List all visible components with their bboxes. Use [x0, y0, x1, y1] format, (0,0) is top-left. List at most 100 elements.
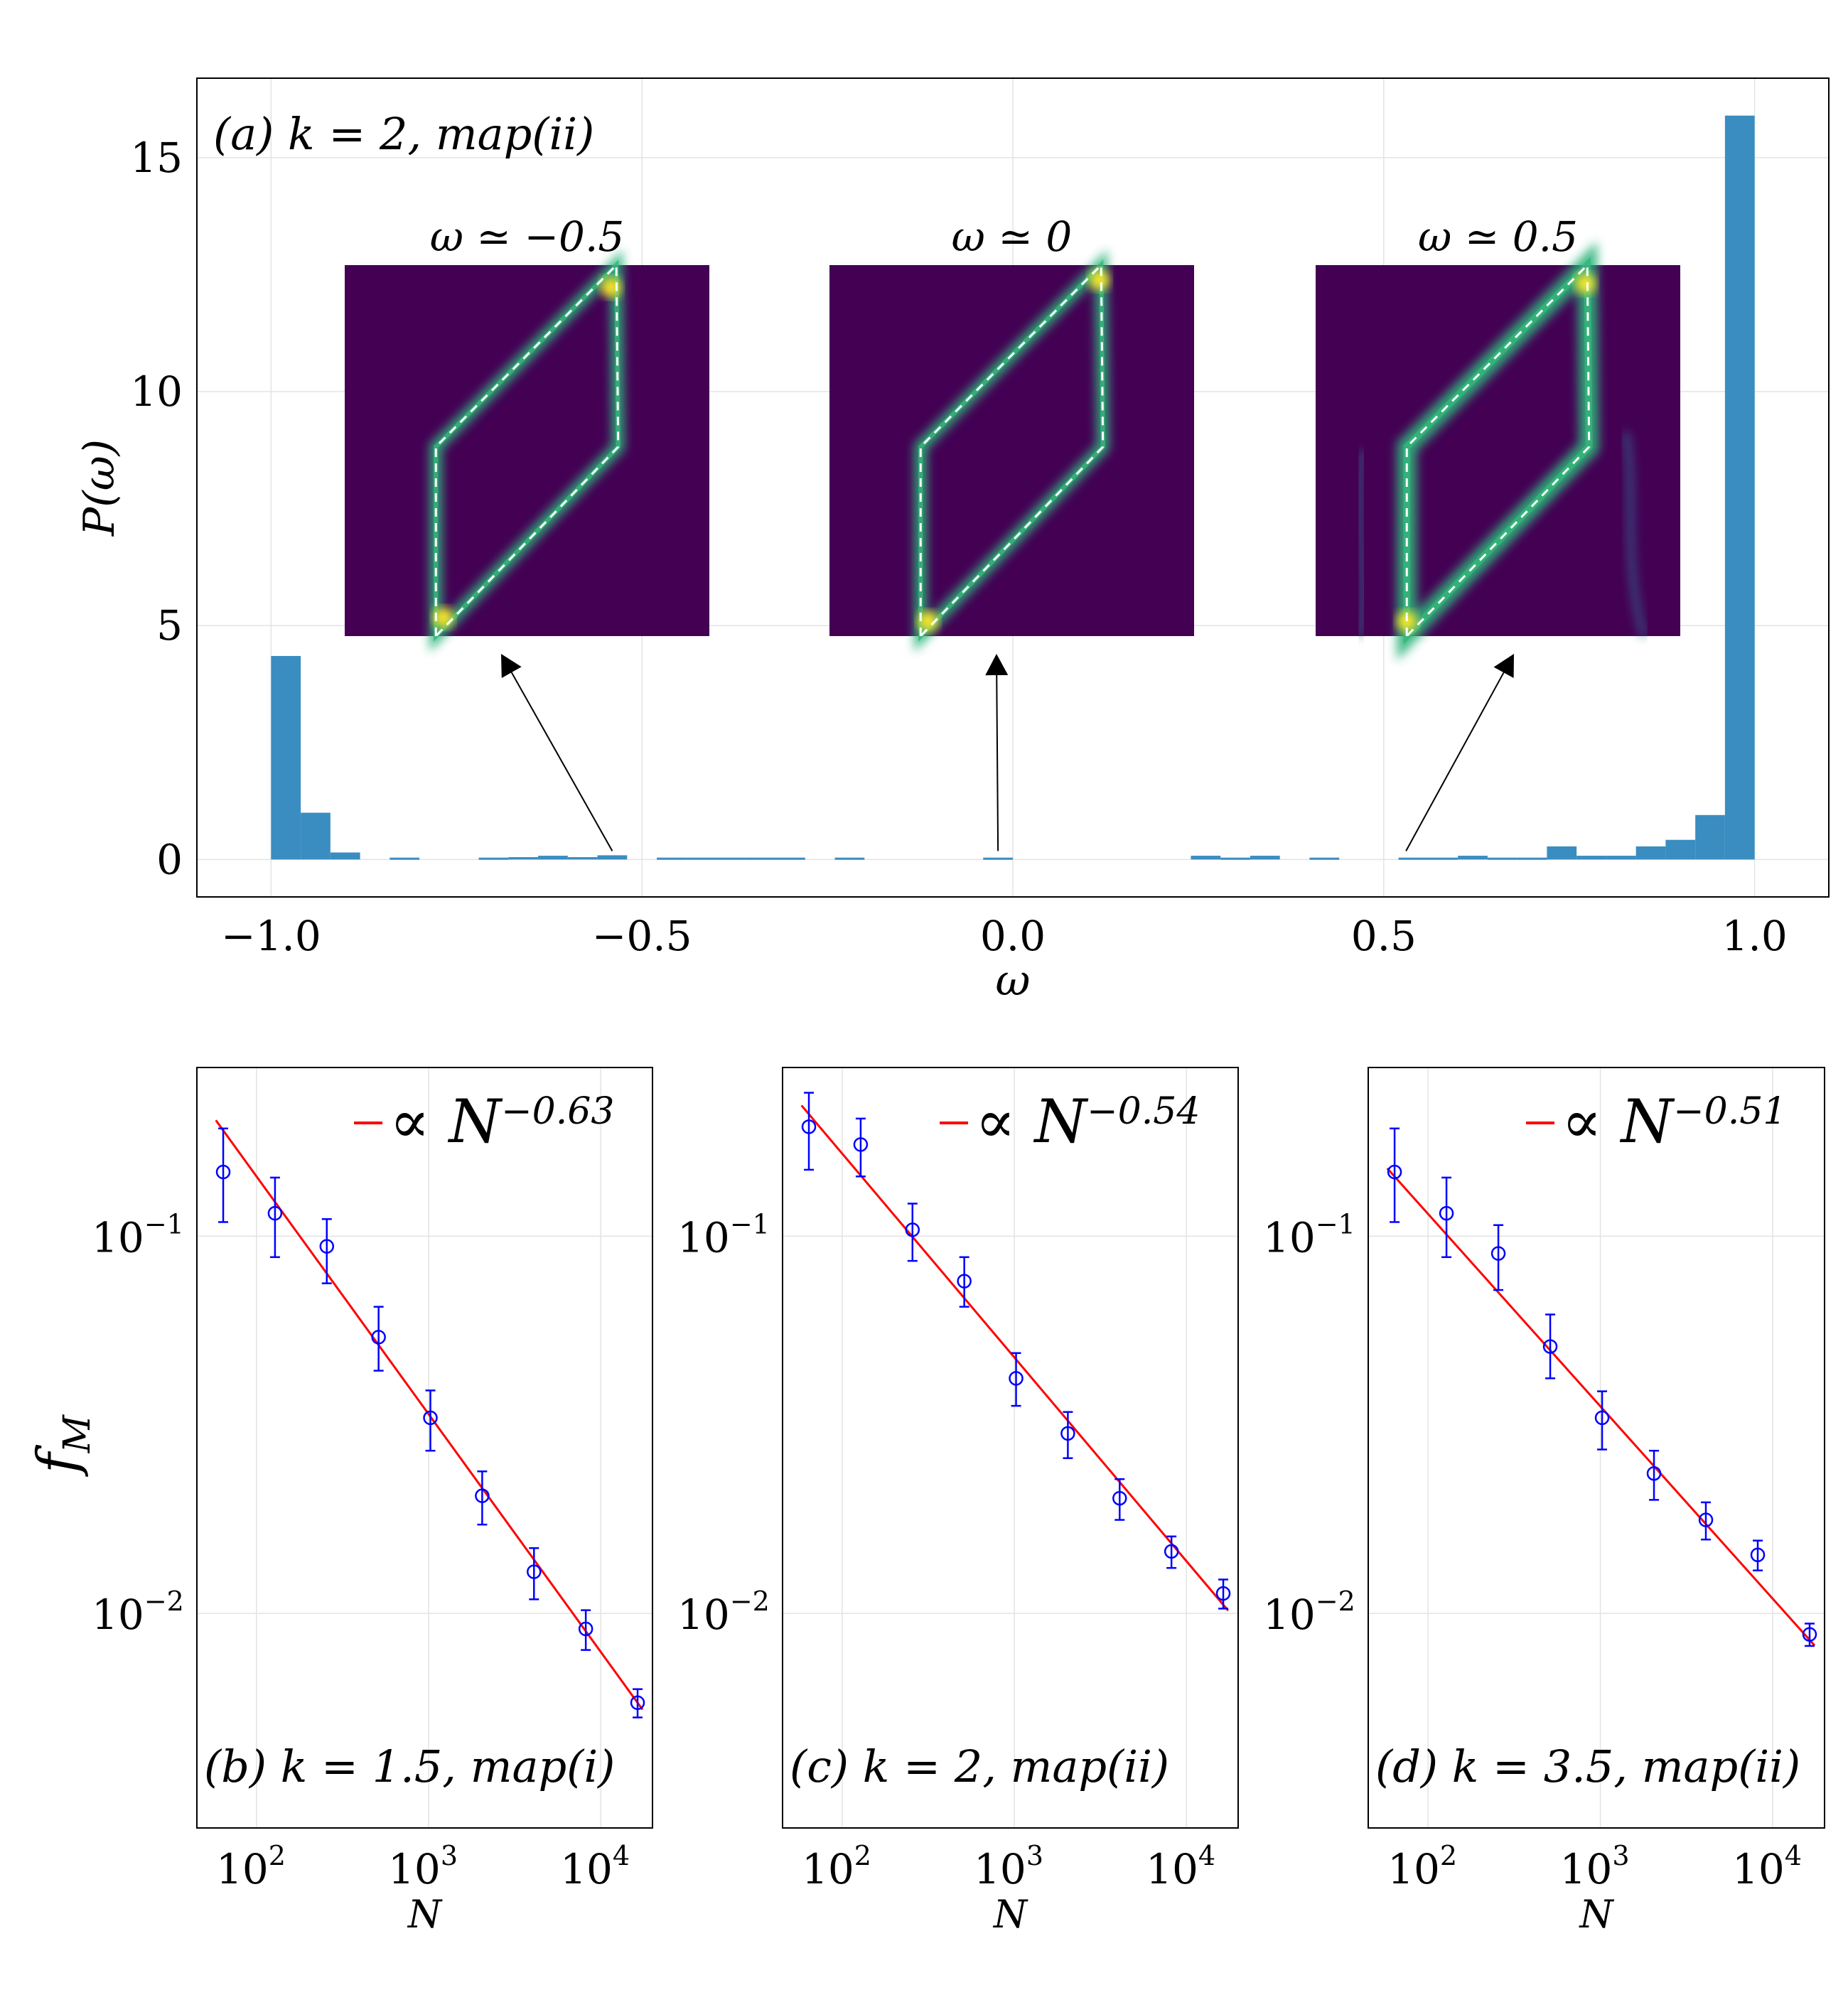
panel-d-y-tick-label-exponent: −1	[1316, 1208, 1355, 1239]
data-point	[578, 1621, 593, 1637]
inset-title: ω ≃ 0.5	[1418, 213, 1578, 261]
panel-c-y-tick-label-exponent: −2	[730, 1586, 770, 1617]
panel-c-x-tick-label-base: 10	[1146, 1845, 1198, 1893]
inset-hotspot	[601, 277, 621, 298]
panel-a-y-axis-label: P(ω)	[75, 439, 124, 537]
inset-hotspot	[1575, 274, 1596, 294]
histogram-bar	[746, 857, 776, 860]
panel-c-x-tick-label: 102	[802, 1840, 871, 1893]
panel-c-y-tick-label-base: 10	[677, 1591, 730, 1639]
data-point	[475, 1488, 490, 1503]
fit-line	[1386, 1167, 1816, 1647]
inset-rhombus-outline	[919, 262, 1105, 639]
panel-a-y-tick-label: 0	[156, 835, 183, 883]
panel-c-x-tick-label-exponent: 4	[1198, 1840, 1215, 1871]
panel-b-x-tick-label: 102	[216, 1840, 286, 1893]
panel-a-x-tick-label: −1.0	[221, 912, 321, 960]
histogram-bar	[686, 857, 716, 860]
panel-b-x-tick-label-base: 10	[560, 1845, 613, 1893]
inset-hotspot	[1089, 269, 1110, 290]
panel-a-x-axis-label: ω	[996, 956, 1031, 1006]
histogram-bar	[271, 655, 301, 860]
panel-d-y-tick-label-exponent: −2	[1316, 1586, 1355, 1617]
panel-a-x-tick-label: −0.5	[592, 912, 692, 960]
data-point	[319, 1239, 335, 1254]
fit-line	[800, 1104, 1230, 1612]
panel-b-y-tick-label: 10−1	[92, 1208, 184, 1262]
panel-c-x-tick-label-base: 10	[974, 1845, 1026, 1893]
data-point	[1439, 1205, 1454, 1221]
legend-label: ∝ N−0.54	[975, 1087, 1200, 1156]
data-point	[1060, 1426, 1075, 1441]
legend-label: ∝ N−0.51	[1562, 1087, 1786, 1156]
panel-b-y-tick-label-base: 10	[92, 1591, 144, 1639]
inset-faint-ridge	[1622, 431, 1648, 638]
panel-b-x-tick-label-exponent: 3	[441, 1840, 458, 1871]
panel-c-y-tick-label: 10−2	[677, 1586, 770, 1639]
histogram-bar	[775, 857, 805, 860]
panel-a-label: (a) k = 2, map(ii)	[213, 108, 594, 160]
inset-arrow	[1405, 672, 1505, 851]
data-point	[801, 1119, 817, 1134]
legend-label-exponent: −0.51	[1673, 1090, 1786, 1133]
data-point	[1164, 1544, 1179, 1559]
panel-d-x-tick-label: 103	[1560, 1840, 1630, 1893]
histogram-bar	[390, 857, 420, 860]
panel-c-y-tick-label-exponent: −1	[730, 1208, 770, 1239]
data-point	[1594, 1410, 1610, 1426]
inset-hotspot	[918, 611, 938, 632]
histogram-bar	[657, 857, 687, 860]
panel-a-x-tick-label: 1.0	[1722, 912, 1788, 960]
panel-d-y-tick-label: 10−1	[1263, 1208, 1355, 1262]
panel-a-y-tick-label: 10	[130, 367, 183, 416]
legend-label-exponent: −0.54	[1087, 1090, 1200, 1133]
data-point	[1802, 1627, 1817, 1642]
histogram-bar	[567, 857, 598, 860]
inset-background	[1316, 265, 1680, 636]
histogram-bar	[478, 857, 509, 860]
panel-d-x-tick-label: 104	[1732, 1840, 1802, 1893]
panel-b-x-tick-label: 103	[388, 1840, 458, 1893]
legend-label-base: ∝ N	[390, 1087, 503, 1156]
inset-background	[829, 265, 1194, 636]
histogram-bar	[1398, 857, 1429, 860]
panel-d-x-tick-label-base: 10	[1732, 1845, 1785, 1893]
histogram-bar	[1517, 857, 1547, 860]
panel-b-frame	[196, 1067, 653, 1829]
inset-arrowhead	[985, 654, 1009, 676]
panel-c-x-tick-label: 103	[974, 1840, 1043, 1893]
panel-b-label: (b) k = 1.5, map(i)	[204, 1741, 615, 1792]
data-point	[630, 1695, 645, 1710]
inset-rhombus-outline	[1405, 262, 1591, 639]
histogram-bar	[1695, 814, 1725, 860]
panel-d-frame	[1368, 1067, 1825, 1829]
panel-d-x-tick-label-exponent: 3	[1612, 1840, 1629, 1871]
histogram-bar	[834, 857, 865, 860]
histogram-bar	[1250, 856, 1280, 860]
histogram-bar	[597, 855, 628, 860]
histogram-bar	[301, 812, 331, 860]
inset-faint-ridge	[1355, 450, 1367, 637]
inset-heatmap: ω ≃ −0.5	[345, 213, 709, 652]
data-point	[1490, 1246, 1506, 1261]
data-point	[1646, 1465, 1662, 1481]
inset-background	[345, 265, 709, 636]
panel-a: −1.0 −0.5 0.0 0.5 1.0 0 5 10 15 ω P(ω) (a) k = 2, m…	[75, 77, 1830, 1006]
inset-rhombus-outline	[434, 262, 620, 639]
panel-c-x-tick-label-exponent: 3	[1026, 1840, 1043, 1871]
panel-d-x-tick-label-exponent: 4	[1785, 1840, 1802, 1871]
data-point	[527, 1564, 542, 1579]
data-point	[957, 1274, 972, 1289]
panel-b-y-tick-label-exponent: −2	[144, 1586, 184, 1617]
inset-arrow	[510, 672, 613, 851]
data-point	[853, 1137, 869, 1152]
panel-c-x-tick-label: 104	[1146, 1840, 1215, 1893]
panel-a-y-tick-label: 5	[156, 601, 183, 650]
histogram-bar	[1458, 856, 1488, 860]
panel-b-x-tick-label-base: 10	[216, 1845, 269, 1893]
inset-arrowhead	[501, 654, 522, 678]
panel-d-y-tick-label: 10−2	[1263, 1586, 1355, 1639]
y-axis-label-fM: fM	[26, 1414, 99, 1477]
